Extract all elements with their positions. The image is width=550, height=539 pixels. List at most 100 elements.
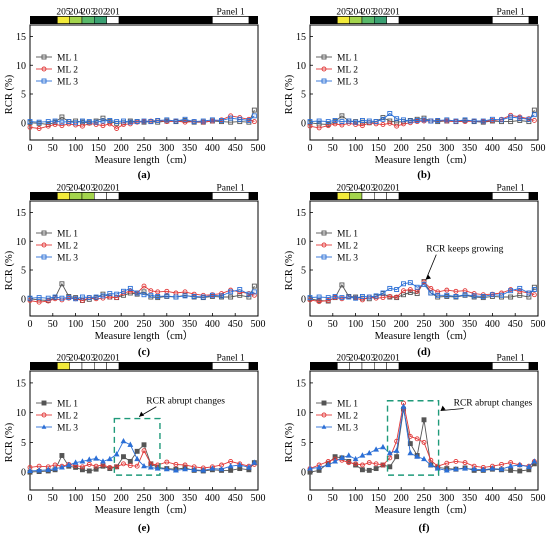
data-point (316, 294, 322, 300)
data-point (489, 465, 496, 471)
data-point (52, 122, 58, 127)
data-point (246, 117, 252, 123)
data-point (435, 292, 441, 298)
band-panel-label: Panel 1 (497, 184, 525, 194)
band-segment-label: 202 (93, 354, 108, 364)
data-point (59, 114, 65, 120)
data-point (141, 462, 147, 469)
data-point (387, 464, 393, 470)
band-segment-label: 204 (69, 354, 84, 364)
x-axis-label: Measure length（cm） (95, 330, 194, 342)
data-point (462, 460, 468, 466)
data-point (325, 461, 332, 468)
band-segment-202 (94, 362, 107, 370)
data-point (407, 441, 413, 447)
data-point (66, 119, 72, 125)
data-point (480, 118, 486, 124)
band-background (30, 362, 258, 370)
data-point (79, 118, 85, 124)
data-point (251, 283, 257, 289)
data-point (155, 117, 161, 123)
band-segment-label: 205 (56, 354, 71, 364)
data-point (471, 465, 478, 472)
band-segment-202 (374, 362, 387, 370)
x-tick-label: 300 (159, 143, 174, 154)
legend-marker (41, 54, 47, 60)
legend-label: ML 2 (57, 66, 78, 76)
panel-label: (f) (419, 522, 430, 534)
band-panel-label: Panel 1 (497, 354, 525, 364)
data-point (401, 288, 406, 294)
x-tick-label: 150 (91, 143, 106, 154)
data-point (387, 120, 393, 126)
x-tick-label: 0 (28, 143, 33, 154)
data-point (148, 288, 154, 294)
data-point (100, 458, 106, 464)
data-point (366, 460, 372, 466)
legend-label: ML 3 (57, 424, 78, 434)
band-segment-label: 204 (69, 8, 84, 18)
data-point (27, 295, 33, 301)
data-point (307, 119, 313, 125)
data-point (498, 465, 505, 472)
data-point (173, 118, 179, 124)
y-tick-label: 5 (301, 438, 306, 449)
data-point (407, 118, 413, 124)
data-point (353, 119, 359, 125)
data-point (100, 115, 106, 121)
data-point (127, 463, 133, 469)
data-point (36, 126, 42, 131)
x-tick-label: 150 (91, 319, 106, 330)
data-point (52, 118, 58, 124)
data-point (380, 116, 386, 122)
band-panel-cell (492, 192, 530, 200)
data-point (525, 463, 532, 469)
legend-marker (321, 78, 327, 84)
y-tick-label: 5 (301, 266, 306, 277)
data-point (127, 441, 134, 447)
legend-marker (41, 254, 47, 260)
data-point (380, 443, 386, 450)
band-segment-201 (106, 192, 120, 200)
legend-label: ML 2 (337, 66, 358, 76)
data-point (393, 447, 400, 453)
x-tick-label: 450 (228, 493, 243, 504)
legend-marker (321, 242, 327, 248)
data-point (366, 467, 372, 473)
series-line (29, 115, 255, 124)
data-point (100, 293, 106, 299)
data-point (531, 112, 537, 118)
band-segment-204 (349, 362, 363, 370)
y-tick-label: 10 (296, 61, 306, 72)
data-point (141, 289, 147, 295)
band-segment-205 (57, 192, 70, 200)
band-segment-label: 203 (81, 184, 96, 194)
band-segment-201 (106, 362, 120, 370)
annotation-text: RCR abrupt changes (146, 397, 225, 407)
data-point (237, 287, 243, 292)
band-segment-202 (374, 192, 387, 200)
data-point (462, 117, 468, 123)
data-point (251, 292, 257, 298)
x-axis-label: Measure length（cm） (375, 330, 474, 342)
data-point (251, 459, 258, 465)
legend-label: ML 2 (57, 412, 78, 422)
data-point (219, 117, 224, 123)
x-tick-label: 0 (28, 319, 33, 330)
data-point (531, 117, 537, 123)
data-point (480, 294, 486, 299)
data-point (141, 283, 147, 289)
y-tick-label: 10 (296, 408, 306, 419)
data-point (346, 294, 352, 300)
x-tick-label: 350 (462, 143, 477, 154)
data-point (516, 461, 523, 468)
legend-label: ML 3 (337, 78, 358, 88)
data-point (86, 119, 92, 125)
data-point (36, 299, 42, 305)
y-tick-label: 0 (301, 468, 306, 479)
x-tick-label: 500 (251, 319, 266, 330)
data-point (373, 293, 379, 299)
